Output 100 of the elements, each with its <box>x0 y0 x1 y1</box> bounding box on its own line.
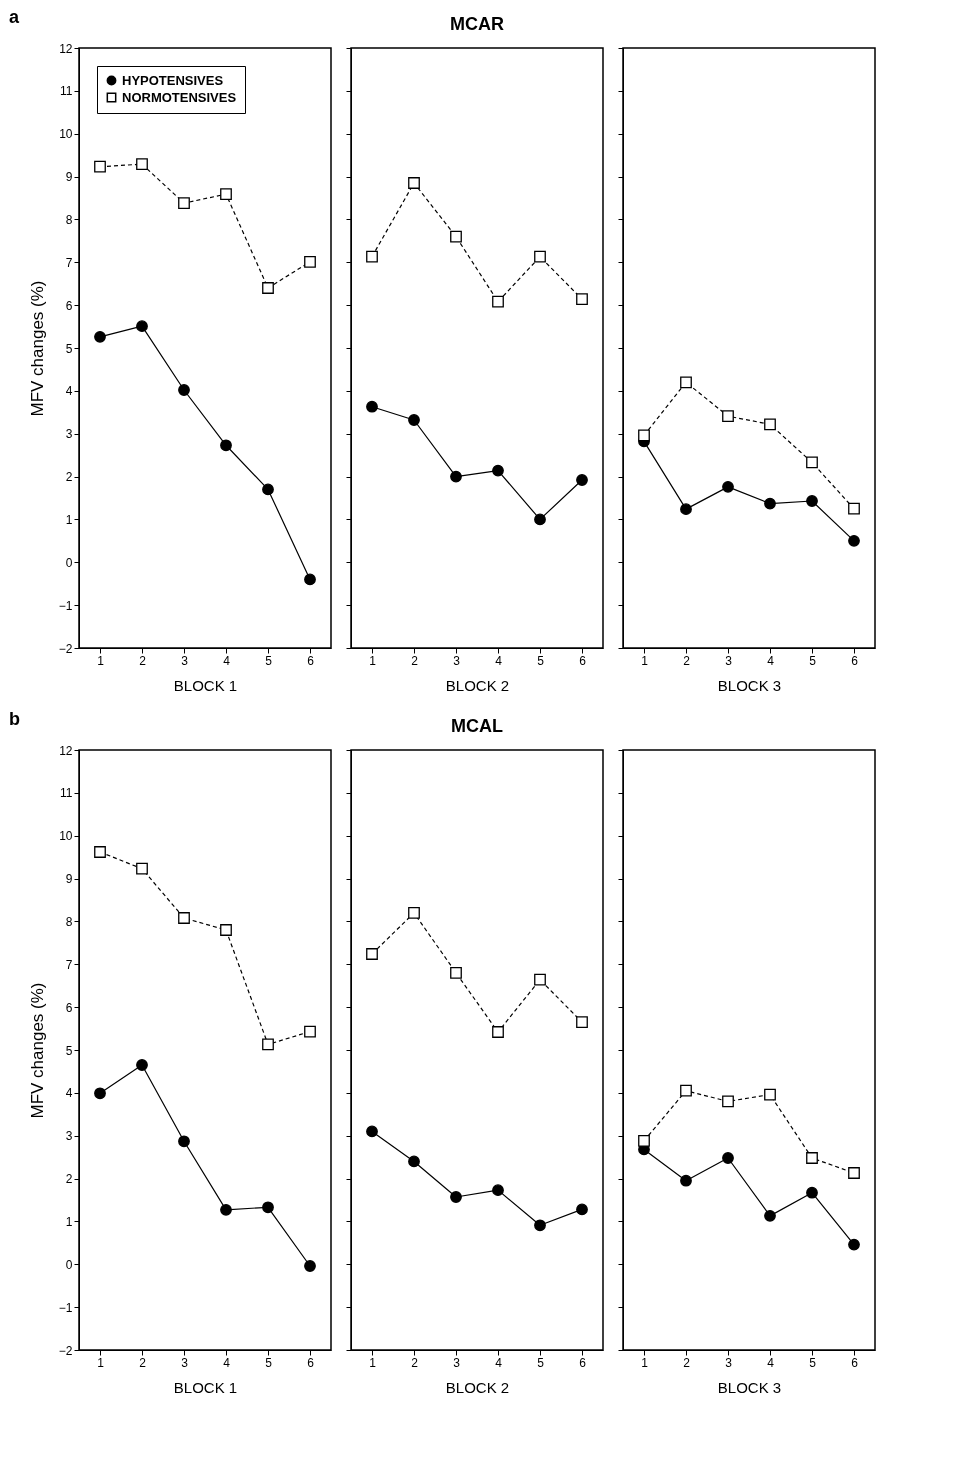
y-tick-label: 3 <box>65 1129 73 1144</box>
chart-title: MCAL <box>451 715 503 736</box>
x-tick-label: 6 <box>307 653 315 668</box>
point <box>366 400 378 413</box>
x-tick-label: 4 <box>223 653 231 668</box>
point <box>94 330 106 343</box>
point <box>722 410 734 423</box>
point <box>220 439 232 452</box>
x-tick-label: 3 <box>181 653 189 668</box>
y-tick-label: 2 <box>65 470 73 485</box>
point <box>722 480 734 493</box>
x-tick-label: 5 <box>537 1355 545 1370</box>
point <box>262 483 274 496</box>
point <box>178 1135 190 1148</box>
x-tick-label: 6 <box>307 1355 315 1370</box>
point <box>220 188 232 201</box>
text: a <box>9 7 20 27</box>
point <box>576 293 588 306</box>
y-tick-label: 2 <box>65 1172 73 1187</box>
point <box>680 376 692 389</box>
point <box>680 1084 692 1097</box>
x-tick-label: 1 <box>97 1355 105 1370</box>
x-axis-title: BLOCK 2 <box>445 676 510 694</box>
point <box>764 1088 776 1101</box>
y-tick-label: 5 <box>65 1043 73 1058</box>
x-tick-label: 5 <box>809 1355 817 1370</box>
x-tick-label: 2 <box>139 1355 147 1370</box>
point <box>848 534 860 547</box>
point <box>534 513 546 526</box>
x-tick-label: 4 <box>767 653 775 668</box>
point <box>806 1186 818 1199</box>
point <box>94 846 106 858</box>
point <box>262 1201 274 1214</box>
point <box>722 1095 734 1108</box>
y-tick-label: −1 <box>58 1300 73 1315</box>
x-tick-label: 3 <box>725 1355 733 1370</box>
point <box>680 1174 692 1187</box>
x-tick-label: 3 <box>453 653 461 668</box>
point <box>534 973 546 986</box>
y-tick-label: 11 <box>60 84 73 99</box>
x-tick-label: 3 <box>453 1355 461 1370</box>
point <box>764 418 776 431</box>
y-tick-label: 10 <box>59 127 73 142</box>
y-tick-label: 4 <box>65 384 73 399</box>
x-tick-label: 5 <box>265 653 273 668</box>
y-tick-label: 12 <box>59 41 73 56</box>
chart-title: MCAR <box>450 13 504 34</box>
point <box>638 429 650 442</box>
point <box>366 948 378 960</box>
point <box>764 497 776 510</box>
x-tick-label: 2 <box>411 653 419 668</box>
x-tick-label: 1 <box>369 1355 377 1370</box>
point <box>848 1167 860 1179</box>
point <box>136 158 148 171</box>
legend-label: HYPOTENSIVES <box>122 72 224 88</box>
x-axis-title: BLOCK 1 <box>173 676 238 694</box>
y-axis-title: MFV changes (%) <box>27 982 47 1119</box>
point <box>492 295 504 308</box>
x-tick-label: 5 <box>809 653 817 668</box>
x-tick-label: 6 <box>579 1355 587 1370</box>
x-tick-label: 2 <box>683 1355 691 1370</box>
point <box>408 177 420 189</box>
point <box>680 503 692 516</box>
y-tick-label: 0 <box>65 1257 73 1272</box>
x-tick-label: 1 <box>97 653 105 668</box>
x-axis-title: BLOCK 3 <box>717 676 782 694</box>
point <box>848 1238 860 1251</box>
y-axis-title: MFV changes (%) <box>27 280 47 417</box>
point <box>492 1026 504 1038</box>
x-tick-label: 4 <box>223 1355 231 1370</box>
x-tick-label: 1 <box>369 653 377 668</box>
x-tick-label: 4 <box>767 1355 775 1370</box>
point <box>262 1038 274 1051</box>
y-tick-label: 0 <box>65 555 73 570</box>
y-tick-label: 7 <box>65 255 73 270</box>
x-tick-label: 2 <box>139 653 147 668</box>
y-tick-label: 1 <box>65 1214 73 1229</box>
point <box>366 250 378 263</box>
x-tick-label: 3 <box>181 1355 189 1370</box>
point <box>848 502 860 515</box>
point <box>178 197 190 210</box>
point <box>304 1025 316 1038</box>
point <box>366 1125 378 1138</box>
x-tick-label: 5 <box>265 1355 273 1370</box>
x-axis-title: BLOCK 2 <box>445 1378 510 1396</box>
point <box>178 384 190 396</box>
point <box>408 1155 420 1168</box>
point <box>806 456 818 469</box>
point <box>94 160 106 173</box>
point <box>136 320 148 333</box>
point <box>534 1219 546 1232</box>
point <box>450 470 462 483</box>
point <box>534 250 546 263</box>
x-tick-label: 3 <box>725 653 733 668</box>
x-tick-label: 1 <box>641 653 649 668</box>
point <box>450 966 462 979</box>
y-tick-label: 11 <box>60 786 73 801</box>
point <box>220 924 232 936</box>
point <box>638 1134 650 1147</box>
text: b <box>9 709 20 729</box>
